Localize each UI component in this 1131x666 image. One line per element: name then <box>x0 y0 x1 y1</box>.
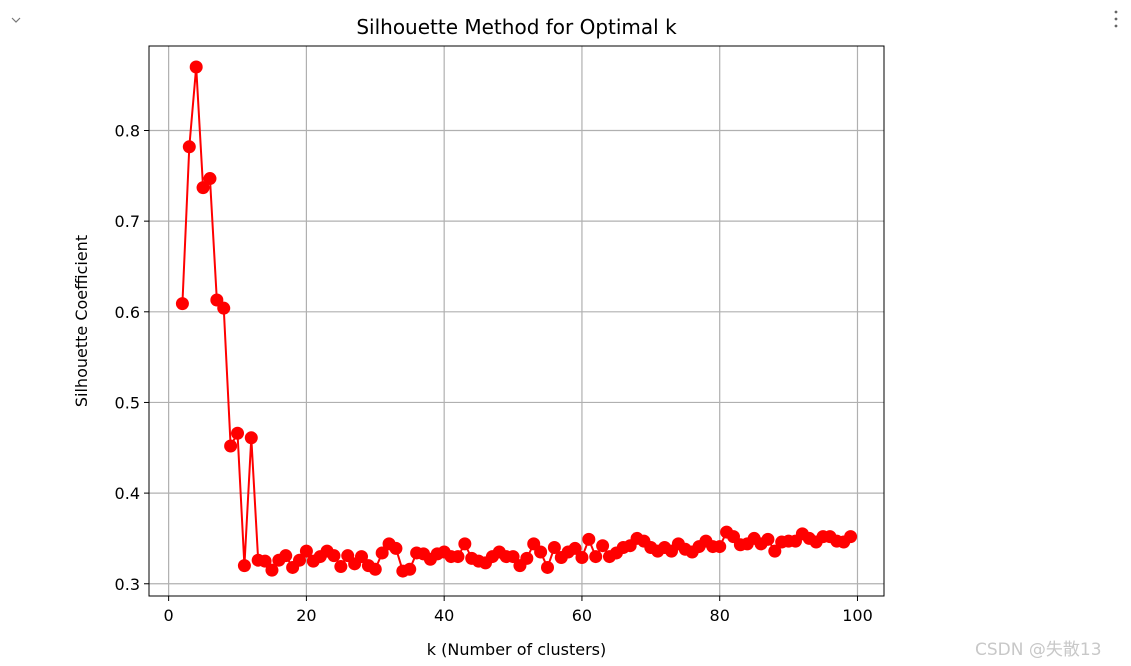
data-point <box>334 560 348 574</box>
data-point <box>355 550 369 564</box>
grid-lines <box>149 46 884 596</box>
plot-frame <box>148 45 885 597</box>
data-point <box>375 546 389 560</box>
data-point <box>389 541 403 555</box>
data-point <box>182 140 196 154</box>
data-point <box>217 301 231 315</box>
data-point <box>224 439 238 453</box>
data-point <box>231 426 245 440</box>
watermark: CSDN @失散13 <box>975 640 1102 660</box>
data-point <box>520 551 534 565</box>
chart-title: Silhouette Method for Optimal k <box>356 15 677 39</box>
data-point <box>279 549 293 563</box>
data-point <box>203 172 217 186</box>
x-tick-label: 40 <box>434 606 454 625</box>
data-point <box>534 545 548 559</box>
chevron-down-icon[interactable] <box>8 12 24 28</box>
y-tick-label: 0.8 <box>115 121 140 140</box>
data-point <box>713 540 727 554</box>
data-point <box>293 553 307 567</box>
y-tick-label: 0.3 <box>115 575 140 594</box>
data-point <box>575 550 589 564</box>
x-tick-label: 80 <box>710 606 730 625</box>
x-tick-label: 60 <box>572 606 592 625</box>
data-point <box>541 560 554 574</box>
data-point <box>265 563 279 577</box>
more-vertical-icon[interactable] <box>1108 8 1124 30</box>
data-point <box>327 549 341 563</box>
data-point <box>244 431 258 445</box>
data-point <box>403 562 417 576</box>
data-point <box>189 60 203 74</box>
data-point <box>451 550 465 564</box>
data-series <box>175 60 858 578</box>
y-tick-label: 0.5 <box>115 393 140 412</box>
x-tick-label: 20 <box>296 606 316 625</box>
data-point <box>237 559 251 573</box>
data-point <box>299 544 313 558</box>
data-point <box>768 544 782 558</box>
axis-ticks: 0 20 40 60 80 100 0.3 0.4 0.5 0.6 0.7 0.8 <box>115 121 873 625</box>
y-axis-label: Silhouette Coefficient <box>72 235 91 407</box>
data-point <box>258 554 272 568</box>
data-point <box>196 181 210 195</box>
x-tick-label: 0 <box>164 606 174 625</box>
data-point <box>568 541 582 555</box>
data-point <box>175 297 189 311</box>
data-point <box>582 532 596 546</box>
x-tick-label: 100 <box>842 606 873 625</box>
y-tick-label: 0.7 <box>115 212 140 231</box>
data-point <box>506 550 520 564</box>
series-line <box>181 66 852 573</box>
y-tick-label: 0.6 <box>115 303 140 322</box>
y-tick-label: 0.4 <box>115 484 140 503</box>
data-point <box>844 530 858 544</box>
data-point <box>761 532 775 546</box>
data-point <box>458 537 472 551</box>
data-point <box>596 539 610 553</box>
x-axis-label: k (Number of clusters) <box>427 640 606 659</box>
data-point <box>589 550 603 564</box>
data-point <box>368 562 382 576</box>
data-point <box>547 541 561 554</box>
